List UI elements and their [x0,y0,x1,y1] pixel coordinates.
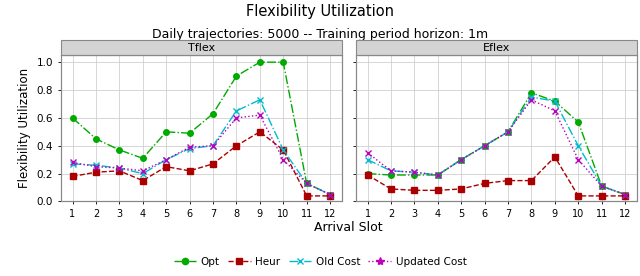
Text: Arrival Slot: Arrival Slot [314,221,383,234]
Text: Tflex: Tflex [188,43,215,53]
Text: Flexibility Utilization: Flexibility Utilization [246,4,394,19]
Text: Daily trajectories: 5000 -- Training period horizon: 1m: Daily trajectories: 5000 -- Training per… [152,28,488,41]
Y-axis label: Flexibility Utilization: Flexibility Utilization [18,68,31,189]
Text: Eflex: Eflex [483,43,510,53]
Legend: Opt, Heur, Old Cost, Updated Cost: Opt, Heur, Old Cost, Updated Cost [170,253,470,271]
